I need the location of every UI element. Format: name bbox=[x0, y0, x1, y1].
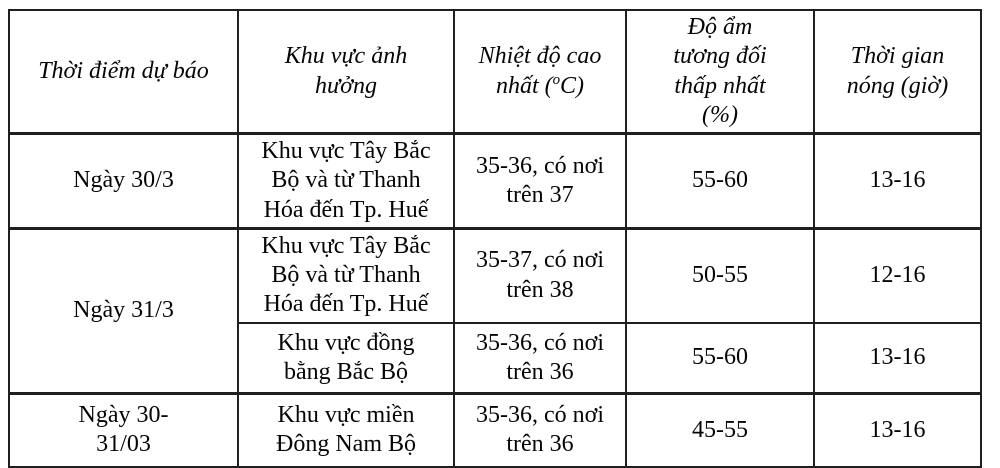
header-min-humidity: Độ ẩm tương đối thấp nhất (%) bbox=[625, 9, 815, 136]
table-header-row: Thời điểm dự báo Khu vực ảnh hưởng Nhiệt… bbox=[8, 9, 982, 136]
table-row: Ngày 30/3 Khu vực Tây Bắc Bộ và từ Thanh… bbox=[8, 132, 982, 230]
cell-r2a-region: Khu vực Tây Bắc Bộ và từ Thanh Hóa đến T… bbox=[237, 227, 455, 324]
heatwave-forecast-table: Thời điểm dự báo Khu vực ảnh hưởng Nhiệt… bbox=[8, 9, 982, 468]
header-max-temperature: Nhiệt độ cao nhất (oC) bbox=[453, 9, 627, 136]
header-max-temperature-line2-pre: nhất ( bbox=[495, 72, 553, 99]
header-max-temperature-line1: Nhiệt độ cao bbox=[478, 43, 602, 70]
cell-r3-temp: 35-36, có nơi trên 36 bbox=[453, 392, 627, 468]
cell-r1-temp: 35-36, có nơi trên 37 bbox=[453, 132, 627, 230]
degree-superscript: o bbox=[552, 71, 561, 88]
header-max-temperature-line2-post: C) bbox=[560, 72, 585, 99]
table-row: Ngày 31/3 Khu vực Tây Bắc Bộ và từ Thanh… bbox=[8, 227, 982, 396]
cell-r1-region: Khu vực Tây Bắc Bộ và từ Thanh Hóa đến T… bbox=[237, 132, 455, 230]
cell-r1-humidity: 55-60 bbox=[625, 132, 815, 230]
cell-r2a-hours: 12-16 bbox=[813, 227, 982, 324]
cell-r1-date: Ngày 30/3 bbox=[8, 132, 239, 230]
heatwave-forecast-table-container: Thời điểm dự báo Khu vực ảnh hưởng Nhiệt… bbox=[8, 9, 982, 468]
cell-r3-date: Ngày 30- 31/03 bbox=[8, 392, 239, 468]
table-row: Ngày 30- 31/03 Khu vực miền Đông Nam Bộ … bbox=[8, 392, 982, 468]
cell-r2b-humidity: 55-60 bbox=[625, 321, 815, 396]
table-row: Khu vực đồng bằng Bắc Bộ 35-36, có nơi t… bbox=[9, 321, 982, 396]
cell-r2b-hours: 13-16 bbox=[813, 321, 982, 396]
cell-r2b-region: Khu vực đồng bằng Bắc Bộ bbox=[237, 321, 455, 396]
cell-r3-region: Khu vực miền Đông Nam Bộ bbox=[237, 392, 455, 468]
cell-r2b-temp: 35-36, có nơi trên 36 bbox=[453, 321, 627, 396]
cell-r2a-temp: 35-37, có nơi trên 38 bbox=[453, 227, 627, 324]
cell-r3-humidity: 45-55 bbox=[625, 392, 815, 468]
cell-r3-hours: 13-16 bbox=[813, 392, 982, 468]
header-affected-area: Khu vực ảnh hưởng bbox=[237, 9, 455, 136]
cell-r2-date: Ngày 31/3 bbox=[8, 227, 239, 396]
cell-r2a-humidity: 50-55 bbox=[625, 227, 815, 324]
header-forecast-time: Thời điểm dự báo bbox=[8, 9, 239, 136]
cell-r1-hours: 13-16 bbox=[813, 132, 982, 230]
header-hot-hours: Thời gian nóng (giờ) bbox=[813, 9, 982, 136]
